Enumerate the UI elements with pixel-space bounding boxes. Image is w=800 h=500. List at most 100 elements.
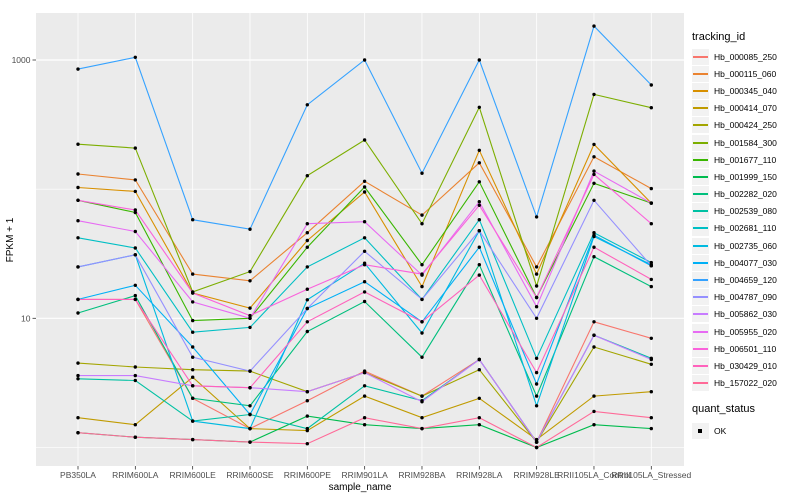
legend-label: Hb_002681_110 [714,223,777,234]
data-point [420,400,424,404]
x-tick-label: RRII105LA_Control [557,470,631,480]
y-tick-label: 10 [21,313,31,323]
data-point [649,357,653,362]
data-point [76,185,80,190]
data-point [420,222,424,226]
data-point [534,295,539,300]
data-point [477,357,481,362]
data-point [477,368,481,372]
legend-label: Hb_000085_250 [714,51,777,62]
legend-item-Hb_000115_060: Hb_000115_060 [692,65,800,82]
data-point [534,394,539,398]
data-point [248,313,252,318]
data-point [305,306,309,311]
data-point [362,280,367,284]
quant-status-key [692,422,709,439]
data-point [133,189,137,194]
legend-label: Hb_005955_020 [714,326,777,337]
line-swatch-icon [693,55,708,58]
data-point [76,236,80,240]
legend-line-swatch [692,134,709,151]
data-point [592,198,596,202]
data-point [420,213,424,217]
data-point [362,179,367,183]
legend-label: Hb_004787_090 [714,292,777,303]
legend-label: Hb_000414_070 [714,103,777,114]
legend-line-swatch [692,375,709,392]
legend-item-Hb_002681_110: Hb_002681_110 [692,220,800,237]
legend-label: Hb_002539_080 [714,206,777,217]
data-point [305,245,309,249]
data-point [592,255,596,259]
data-point [191,300,195,304]
data-point [191,218,195,222]
line-swatch-icon [693,89,708,92]
data-point [477,200,481,204]
legend-label: Hb_004659_120 [714,275,777,286]
data-point [248,426,252,431]
data-point [248,440,252,444]
data-point [649,362,653,366]
data-point [76,172,80,176]
data-point [133,210,137,215]
data-point [362,416,367,420]
data-point [133,297,137,302]
legend-line-swatch [692,289,709,306]
legend-items: Hb_000085_250 Hb_000115_060 Hb_000345_040 H… [692,48,800,392]
data-point [76,67,80,71]
data-point [305,390,309,394]
line-swatch-icon [693,124,708,127]
x-tick-label: RRIM928LA [456,470,503,480]
x-tick-label: RRIM600LE [170,470,217,480]
legend-item-Hb_005955_020: Hb_005955_020 [692,323,800,340]
legend-label: Hb_001999_150 [714,171,777,182]
data-point [362,58,367,62]
line-swatch-icon [693,227,708,230]
legend-line-swatch [692,48,709,65]
legend-line-swatch [692,323,709,340]
line-swatch-icon [693,279,708,282]
data-point [420,272,424,276]
data-point [420,426,424,431]
data-point [477,423,481,427]
data-point [133,373,137,378]
legend-label: Hb_000424_250 [714,120,777,131]
data-point [592,24,596,28]
data-point [362,138,367,142]
data-point [76,431,80,435]
legend-label: Hb_001677_110 [714,154,777,165]
line-swatch-icon [693,330,708,333]
legend-label: Hb_001584_300 [714,137,777,148]
data-point [76,265,80,269]
data-point [191,330,195,334]
data-point [133,253,137,257]
data-point [133,435,137,439]
point-icon [698,428,702,433]
legend-label: Hb_000345_040 [714,85,777,96]
data-point [191,375,195,379]
data-point [649,186,653,191]
legend-line-swatch [692,237,709,254]
data-point [76,142,80,146]
data-point [133,178,137,182]
data-point [362,190,367,194]
legend-label: Hb_157022_020 [714,378,777,389]
data-point [133,208,137,212]
line-swatch-icon [693,261,708,264]
plot-panel [36,13,684,466]
data-point [592,333,596,337]
data-point [534,382,539,386]
data-point [362,236,367,240]
data-point [191,291,195,295]
data-point [305,231,309,235]
data-point [477,263,481,267]
legend-item-Hb_005862_030: Hb_005862_030 [692,306,800,323]
data-point [477,416,481,420]
data-point [305,442,309,446]
data-point [649,201,653,205]
legend-item-Hb_157022_020: Hb_157022_020 [692,375,800,392]
data-point [420,171,424,175]
data-point [534,370,539,375]
legend-label: Hb_005862_030 [714,309,777,320]
legend-line-swatch [692,272,709,289]
